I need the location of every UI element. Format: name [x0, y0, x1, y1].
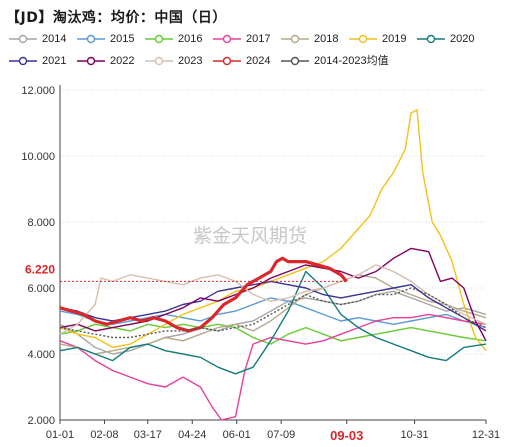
series-line-2017 [59, 313, 487, 421]
legend-label: 2021 [42, 55, 67, 67]
current-date-label: 09-03 [330, 428, 363, 443]
legend-swatch [349, 34, 377, 44]
y-tick-label: 10.000 [21, 151, 55, 163]
chart-title: 【JD】淘汰鸡：均价：中国（日） [6, 10, 227, 26]
series-line-2024 [59, 256, 348, 333]
series-line-2022 [59, 247, 487, 342]
legend-label: 2023 [178, 55, 203, 67]
legend-swatch [281, 34, 309, 44]
legend-label: 2016 [178, 33, 203, 45]
series-line-2020 [59, 270, 487, 375]
series-line-2014 [59, 290, 487, 355]
x-tick-label: 12-31 [472, 429, 500, 441]
legend-swatch [145, 56, 173, 66]
legend-swatch [77, 34, 105, 44]
legend-swatch [145, 34, 173, 44]
x-tick-label: 02-08 [90, 429, 118, 441]
watermark: 紫金天风期货 [193, 225, 307, 247]
legend-label: 2014 [42, 33, 67, 45]
legend-swatch [9, 34, 37, 44]
x-tick-label: 10-31 [401, 429, 429, 441]
legend-label: 2017 [246, 33, 271, 45]
x-tick-label: 04-24 [178, 429, 206, 441]
series-line-2014-2023均值 [59, 287, 487, 339]
legend-label: 2015 [110, 33, 135, 45]
legend-label: 2014-2023均值 [314, 55, 389, 67]
y-tick-label: 12.000 [21, 85, 55, 97]
legend-label: 2018 [314, 33, 339, 45]
y-tick-label: 8.000 [27, 217, 55, 229]
x-tick-label: 01-01 [46, 429, 74, 441]
x-tick-label: 03-17 [134, 429, 162, 441]
legend-label: 2019 [382, 33, 407, 45]
legend-swatch [9, 56, 37, 66]
x-tick-label: 06-01 [223, 429, 251, 441]
y-tick-label: 4.000 [27, 349, 55, 361]
series-line-2015 [59, 297, 487, 329]
legend-label: 2024 [246, 55, 271, 67]
series-line-2016 [59, 323, 487, 345]
legend-label: 2022 [110, 55, 135, 67]
legend-swatch [213, 34, 241, 44]
legend-swatch [77, 56, 105, 66]
current-value-label: 6.220 [25, 262, 55, 276]
y-tick-label: 6.000 [27, 283, 55, 295]
legend-swatch [417, 34, 445, 44]
legend-swatch [281, 56, 309, 66]
x-tick-label: 07-09 [267, 429, 295, 441]
series-line-2023 [59, 264, 487, 335]
legend-label: 2020 [450, 33, 475, 45]
legend-swatch [213, 56, 241, 66]
y-tick-label: 2.000 [27, 415, 55, 427]
